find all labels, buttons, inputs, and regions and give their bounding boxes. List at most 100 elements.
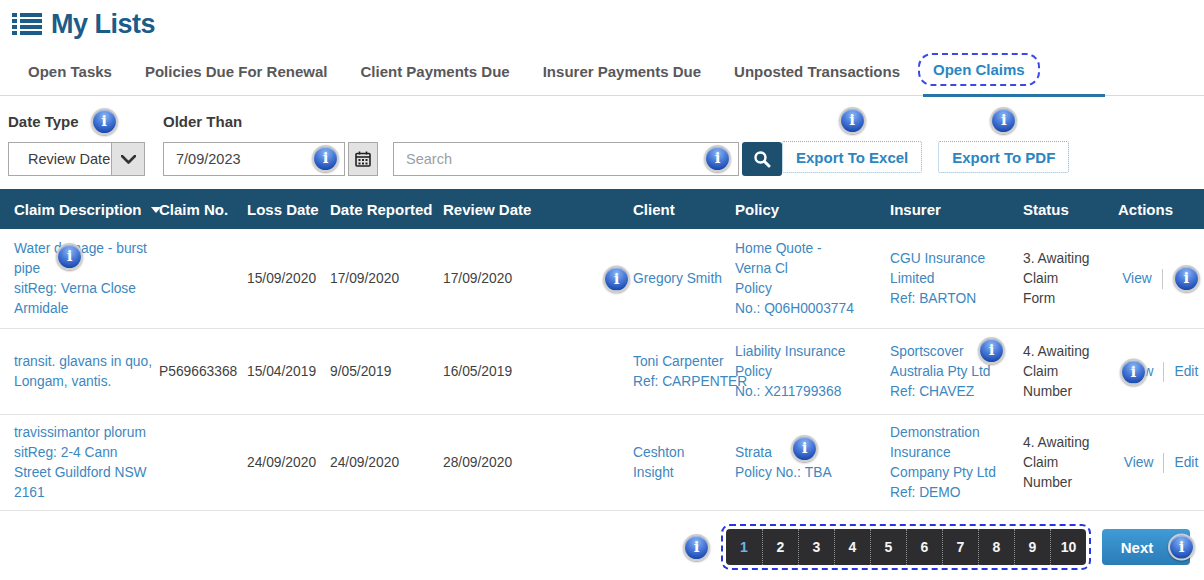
review-date-cell: 16/05/2019 xyxy=(443,329,633,414)
calendar-button[interactable] xyxy=(348,142,378,176)
search-input[interactable] xyxy=(393,142,739,176)
chevron-down-icon xyxy=(111,143,144,175)
view-action-link[interactable]: View xyxy=(1124,453,1154,473)
claim-description-link[interactable]: transit. glavans in quo, Longam, vantis. xyxy=(14,352,157,392)
policy-no-link[interactable]: Policy No.: X211799368 xyxy=(735,362,854,402)
policy-cell: Home Quote - Verna Cl Policy No.: Q06H00… xyxy=(735,229,890,328)
page-button[interactable]: 5 xyxy=(870,529,906,565)
action-divider xyxy=(1163,453,1164,473)
policy-cell: Liability Insurance Policy No.: X2117993… xyxy=(735,329,890,414)
tab-policies-due-for-renewal[interactable]: Policies Due For Renewal xyxy=(145,63,328,95)
page-button[interactable]: 3 xyxy=(798,529,834,565)
tab-open-claims[interactable]: Open Claims xyxy=(933,61,1025,95)
insurer-link[interactable]: CGU Insurance Limited xyxy=(890,249,1005,289)
view-action-link[interactable]: View xyxy=(1122,269,1152,289)
client-link[interactable]: Toni Carpenter xyxy=(633,352,727,372)
date-type-select[interactable]: Review Date xyxy=(8,142,145,176)
info-icon[interactable] xyxy=(839,107,866,134)
page-button[interactable]: 2 xyxy=(762,529,798,565)
info-icon[interactable] xyxy=(312,145,339,172)
info-icon[interactable] xyxy=(978,337,1005,364)
page-button[interactable]: 4 xyxy=(834,529,870,565)
info-icon[interactable] xyxy=(683,534,710,561)
page-button[interactable]: 1 xyxy=(726,529,762,565)
client-link[interactable]: Ceshton Insight xyxy=(633,443,727,483)
client-link[interactable]: Gregory Smith xyxy=(633,269,727,289)
info-icon[interactable] xyxy=(704,145,731,172)
edit-action-link[interactable]: Edit xyxy=(1174,362,1198,382)
info-icon[interactable] xyxy=(791,435,818,462)
page-button[interactable]: 7 xyxy=(942,529,978,565)
page-button[interactable]: 10 xyxy=(1050,529,1086,565)
policy-link[interactable]: Liability Insurance xyxy=(735,342,854,362)
edit-action-link[interactable]: Edit xyxy=(1174,453,1198,473)
pagination: 1 2 3 4 5 6 7 8 9 10 Next xyxy=(0,524,1204,570)
status-cell: 4. Awaiting Claim Number xyxy=(1023,415,1118,510)
info-icon[interactable] xyxy=(91,108,118,135)
column-policy[interactable]: Policy xyxy=(735,189,890,229)
claim-sitreg-link[interactable]: sitReg: 2-4 Cann Street Guildford NSW 21… xyxy=(14,443,157,503)
table-row: travissimantor plorum sitReg: 2-4 Cann S… xyxy=(0,415,1204,511)
claim-description-link[interactable]: Water damage - burst pipe xyxy=(14,239,157,279)
page-button[interactable]: 6 xyxy=(906,529,942,565)
insurer-link[interactable]: Demonstration Insurance Company Pty Ltd xyxy=(890,423,1005,483)
column-loss-date[interactable]: Loss Date xyxy=(247,189,330,229)
info-icon[interactable] xyxy=(1173,265,1200,292)
older-than-label: Older Than xyxy=(163,113,242,130)
list-icon xyxy=(12,12,42,37)
column-review-date[interactable]: Review Date xyxy=(443,189,633,229)
tab-insurer-payments-due[interactable]: Insurer Payments Due xyxy=(543,63,701,95)
client-ref: Ref: CARPENTER xyxy=(633,372,727,392)
info-icon[interactable] xyxy=(990,107,1017,134)
column-insurer[interactable]: Insurer xyxy=(890,189,1023,229)
column-status[interactable]: Status xyxy=(1023,189,1118,229)
loss-date-cell: 15/09/2020 xyxy=(247,229,330,328)
page-title: My Lists xyxy=(51,9,155,40)
column-actions[interactable]: Actions xyxy=(1118,189,1204,229)
page-button[interactable]: 9 xyxy=(1014,529,1050,565)
loss-date-cell: 24/09/2020 xyxy=(247,415,330,510)
status-cell: 4. Awaiting Claim Number xyxy=(1023,329,1118,414)
open-claims-table: Claim Description Claim No. Loss Date Da… xyxy=(0,189,1204,511)
search-button[interactable] xyxy=(742,142,782,176)
date-reported-cell: 9/05/2019 xyxy=(330,329,443,414)
insurer-ref: Ref: CHAVEZ xyxy=(890,382,1005,402)
claim-description-link[interactable]: travissimantor plorum xyxy=(14,423,157,443)
tab-client-payments-due[interactable]: Client Payments Due xyxy=(360,63,509,95)
search-group xyxy=(393,142,782,176)
next-page-button[interactable]: Next xyxy=(1102,529,1190,565)
insurer-cell: Demonstration Insurance Company Pty Ltd … xyxy=(890,415,1023,510)
claim-no-cell: P569663368 xyxy=(159,329,247,414)
claim-sitreg-link[interactable]: sitReg: Verna Close Armidale xyxy=(14,279,157,319)
tab-open-tasks[interactable]: Open Tasks xyxy=(28,63,112,95)
date-type-selected-value: Review Date xyxy=(9,143,111,175)
info-icon[interactable] xyxy=(1168,534,1195,561)
column-claim-no[interactable]: Claim No. xyxy=(159,189,247,229)
actions-cell: View Edit xyxy=(1118,415,1204,510)
loss-date-cell: 15/04/2019 xyxy=(247,329,330,414)
insurer-ref: Ref: DEMO xyxy=(890,483,1005,503)
column-client[interactable]: Client xyxy=(633,189,735,229)
search-icon xyxy=(753,150,771,168)
client-cell: Toni Carpenter Ref: CARPENTER xyxy=(633,329,735,414)
policy-no-link[interactable]: Policy No.: TBA xyxy=(735,463,854,483)
page-button[interactable]: 8 xyxy=(978,529,1014,565)
policy-link[interactable]: Home Quote - Verna Cl xyxy=(735,239,854,279)
page-header: My Lists xyxy=(0,0,1204,40)
table-row: Water damage - burst pipe sitReg: Verna … xyxy=(0,229,1204,329)
export-to-excel-button[interactable]: Export To Excel xyxy=(782,141,922,173)
info-icon[interactable] xyxy=(603,265,630,292)
policy-no-link[interactable]: Policy No.: Q06H0003774 xyxy=(735,279,854,319)
column-claim-description[interactable]: Claim Description xyxy=(0,189,159,229)
tab-unposted-transactions[interactable]: Unposted Transactions xyxy=(734,63,900,95)
column-date-reported[interactable]: Date Reported xyxy=(330,189,443,229)
export-to-pdf-button[interactable]: Export To PDF xyxy=(938,141,1069,173)
date-reported-cell: 17/09/2020 xyxy=(330,229,443,328)
export-excel-group: Export To Excel xyxy=(782,107,922,173)
policy-cell: Strata Policy No.: TBA xyxy=(735,415,890,510)
info-icon[interactable] xyxy=(56,243,83,270)
info-icon[interactable] xyxy=(1120,358,1147,385)
pagination-focus-ring: 1 2 3 4 5 6 7 8 9 10 xyxy=(721,524,1091,570)
claim-no-cell xyxy=(159,229,247,328)
action-divider xyxy=(1163,362,1164,382)
